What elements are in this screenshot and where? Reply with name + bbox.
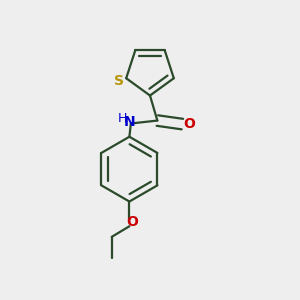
Text: N: N — [124, 115, 135, 129]
Text: O: O — [183, 117, 195, 131]
Text: H: H — [117, 112, 127, 125]
Text: O: O — [126, 215, 138, 229]
Text: S: S — [114, 74, 124, 88]
